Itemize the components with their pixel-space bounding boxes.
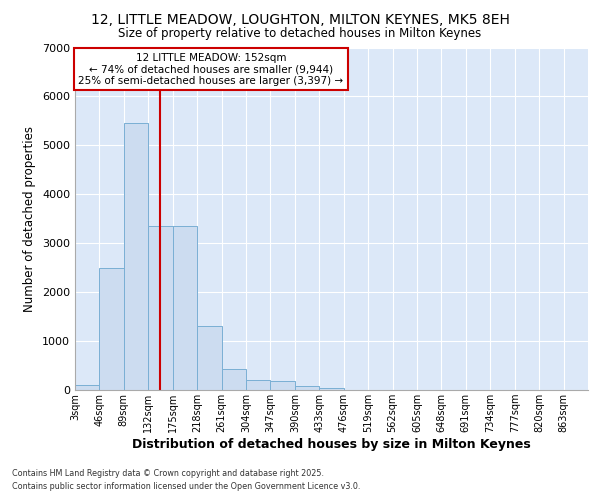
- Text: Contains HM Land Registry data © Crown copyright and database right 2025.: Contains HM Land Registry data © Crown c…: [12, 468, 324, 477]
- Text: 12, LITTLE MEADOW, LOUGHTON, MILTON KEYNES, MK5 8EH: 12, LITTLE MEADOW, LOUGHTON, MILTON KEYN…: [91, 12, 509, 26]
- Bar: [148, 226, 173, 390]
- Bar: [75, 385, 100, 390]
- Bar: [319, 388, 344, 390]
- Bar: [271, 381, 295, 390]
- Bar: [295, 386, 319, 390]
- X-axis label: Distribution of detached houses by size in Milton Keynes: Distribution of detached houses by size …: [132, 438, 531, 451]
- Text: Contains public sector information licensed under the Open Government Licence v3: Contains public sector information licen…: [12, 482, 361, 491]
- Bar: [221, 370, 246, 390]
- Text: Size of property relative to detached houses in Milton Keynes: Size of property relative to detached ho…: [118, 28, 482, 40]
- Bar: [173, 226, 197, 390]
- Y-axis label: Number of detached properties: Number of detached properties: [23, 126, 37, 312]
- Text: 12 LITTLE MEADOW: 152sqm
← 74% of detached houses are smaller (9,944)
25% of sem: 12 LITTLE MEADOW: 152sqm ← 74% of detach…: [79, 52, 344, 86]
- Bar: [124, 124, 148, 390]
- Bar: [246, 380, 271, 390]
- Bar: [100, 268, 124, 390]
- Bar: [197, 326, 221, 390]
